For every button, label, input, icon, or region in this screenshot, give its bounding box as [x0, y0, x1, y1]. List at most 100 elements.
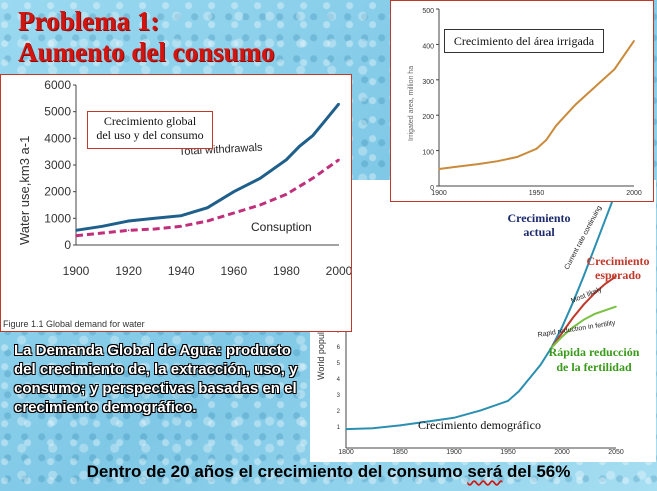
- label-rapid-reduction: Rapid reduction in fertility: [537, 320, 616, 339]
- water-use-panel: 1900 1920 1940 1960 1980 2000 0 1000 2000 3000 400…: [0, 74, 352, 332]
- x-tick-label: 1900: [63, 264, 90, 278]
- water-use-label-line-2: del uso y del consumo: [96, 128, 204, 142]
- water-use-axis-label: Water use,km3 a-1: [17, 136, 32, 245]
- y-tick-label: 100: [422, 150, 434, 157]
- series-0-point: [535, 148, 538, 150]
- pop-y-tick-label: 6: [337, 345, 341, 351]
- water-use-label-line-1: Crecimiento global: [103, 114, 197, 128]
- series-1-point: [311, 177, 314, 180]
- series-1-point: [572, 317, 574, 319]
- x-tick-label: 2000: [326, 264, 351, 278]
- series-3-point: [345, 428, 347, 430]
- x-tick-label: 1950: [500, 449, 516, 456]
- label-reduccion-fertilidad: Rápida reducción de la fertilidad: [536, 345, 652, 375]
- series-1-point: [206, 220, 209, 222]
- actual-line-2: actual: [523, 225, 555, 239]
- series-0-point: [338, 102, 340, 105]
- x-tick-label: 1940: [168, 264, 195, 278]
- irrigated-area-panel: 1900 1950 2000 0 100 200 300 400 500 Irrigated a…: [390, 0, 654, 202]
- y-tick-label: 3000: [44, 158, 71, 172]
- series-1-point: [180, 225, 182, 228]
- footer-part-1: Dentro de 20 años el crecimiento del con…: [86, 462, 468, 481]
- y-tick-label: 300: [422, 79, 434, 86]
- population-chart: 1800 1850 1900 1950 2000 2050 7 6 5 4 3 2 1 World po…: [316, 190, 624, 456]
- y-tick-label: 500: [422, 8, 434, 15]
- title-line-1: Problema 1:: [18, 6, 160, 36]
- x-tick-label: 1900: [446, 449, 462, 456]
- series-0-point: [154, 217, 156, 220]
- series-0-point: [233, 190, 235, 193]
- series-0-point: [180, 214, 182, 217]
- y-tick-label: 1000: [44, 211, 71, 225]
- pop-y-tick-label: 7: [337, 329, 341, 335]
- series-1-point: [233, 212, 235, 214]
- y-tick-label: 400: [422, 43, 434, 50]
- esperado-line-2: esperado: [595, 268, 641, 282]
- x-tick-label: 1950: [529, 190, 545, 197]
- water-use-caption: Figure 1.1 Global demand for water: [3, 319, 145, 329]
- series-1-point: [101, 232, 104, 234]
- pop-y-tick-label: 2: [337, 409, 341, 415]
- x-tick-label: 1800: [338, 449, 354, 456]
- series-3-point: [539, 364, 542, 366]
- series-2-point: [604, 309, 606, 312]
- series-1-point: [593, 292, 596, 295]
- y-tick-label: 5000: [44, 105, 71, 119]
- esperado-line-1: Crecimiento: [586, 254, 650, 268]
- x-tick-label: 1920: [115, 264, 142, 278]
- y-tick-label: 200: [422, 114, 434, 121]
- population-axis-label: World popul: [316, 332, 326, 380]
- series-0-point: [561, 326, 563, 329]
- consumption-label: Consuption: [251, 220, 312, 234]
- population-chart-panel: 1800 1850 1900 1950 2000 2050 7 6 5 4 3 2 1 World po…: [310, 180, 656, 462]
- water-use-label-box: Crecimiento global del uso y del consumo: [87, 111, 213, 149]
- series-1-point: [604, 283, 606, 285]
- fertilidad-line-1: Rápida reducción: [548, 345, 640, 359]
- y-tick-label: 2000: [44, 185, 71, 199]
- series-1-point: [154, 228, 156, 230]
- series-1-point: [259, 204, 261, 206]
- series-0-point: [574, 103, 577, 106]
- series-0-point: [298, 145, 301, 148]
- series-0-point: [633, 40, 635, 42]
- series-0-point: [477, 163, 479, 165]
- series-0-point: [545, 139, 548, 141]
- series-0-point: [572, 302, 574, 304]
- x-tick-label: 1850: [392, 449, 408, 456]
- title-line-2: Aumento del consumo: [18, 37, 275, 67]
- series-0-point: [555, 125, 557, 127]
- series-3-point: [399, 424, 401, 427]
- x-tick-label: 2050: [608, 449, 624, 456]
- x-tick-label: 2000: [554, 449, 570, 456]
- x-tick-label: 1980: [273, 264, 300, 278]
- series-1-point: [582, 303, 585, 306]
- pop-y-tick-label: 3: [337, 393, 341, 399]
- series-0-point: [496, 160, 499, 163]
- series-0-point: [582, 275, 585, 278]
- series-1-point: [127, 229, 130, 232]
- series-0-point: [101, 225, 104, 228]
- series-2-point: [582, 318, 585, 321]
- label-crecimiento-demografico: Crecimiento demográfico: [418, 418, 541, 432]
- series-0-point: [127, 220, 130, 222]
- series-line-3: [345, 347, 553, 431]
- series-2-point: [572, 326, 574, 329]
- series-0-point: [206, 206, 209, 209]
- series-3-point: [453, 417, 455, 419]
- series-3-point: [426, 420, 428, 423]
- fertilidad-line-2: de la fertilidad: [556, 360, 632, 374]
- label-crecimiento-actual: Crecimiento actual: [494, 211, 584, 239]
- series-line-0: [438, 40, 635, 170]
- series-0-point: [259, 177, 261, 180]
- y-tick-label: 0: [64, 238, 71, 252]
- y-tick-label: 6000: [44, 78, 71, 92]
- series-0-point: [285, 158, 288, 161]
- series-2-point: [615, 305, 617, 308]
- series-0-point: [594, 86, 596, 88]
- body-text: La Demanda Global de Agua: producto del …: [14, 342, 298, 416]
- series-0-point: [613, 68, 616, 70]
- x-tick-label: 1900: [431, 190, 447, 197]
- irrigated-area-chart: 1900 1950 2000 0 100 200 300 400 500 Irrigated a…: [408, 8, 642, 197]
- pop-y-tick-label: 1: [337, 425, 341, 431]
- series-0-point: [457, 165, 460, 168]
